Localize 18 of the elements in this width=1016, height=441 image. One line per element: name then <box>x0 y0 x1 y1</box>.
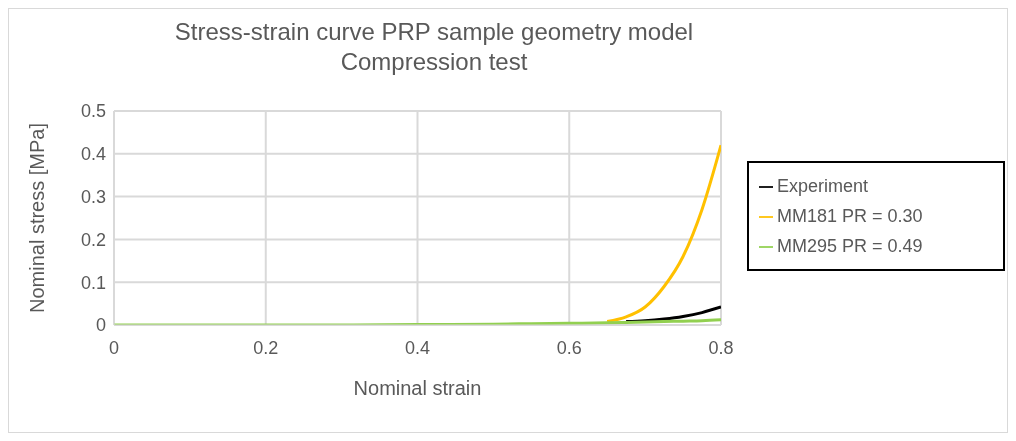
x-tick-label: 0.6 <box>556 337 582 358</box>
legend-label: Experiment <box>777 176 869 196</box>
line-series <box>605 143 721 324</box>
y-tick-label: 0.5 <box>80 101 106 122</box>
legend-label: MM295 PR = 0.49 <box>777 236 923 256</box>
y-axis-title: Nominal stress [MPa] <box>26 122 49 314</box>
legend-label: MM181 PR = 0.30 <box>777 206 923 226</box>
y-tick-label: 0.1 <box>80 272 106 293</box>
x-axis-title: Nominal strain <box>353 377 482 399</box>
y-tick-label: 0.4 <box>80 144 106 165</box>
x-tick-label: 0.8 <box>708 337 734 358</box>
x-tick-label: 0 <box>108 337 120 358</box>
x-tick-label: 0.4 <box>404 337 431 358</box>
chart-title: Stress-strain curve PRP sample geometry model Compression test <box>173 17 695 77</box>
y-tick-label: 0 <box>95 315 106 336</box>
x-tick-label: 0.2 <box>253 337 279 358</box>
y-tick-label: 0.2 <box>80 229 106 250</box>
y-tick-label: 0.3 <box>80 186 106 207</box>
